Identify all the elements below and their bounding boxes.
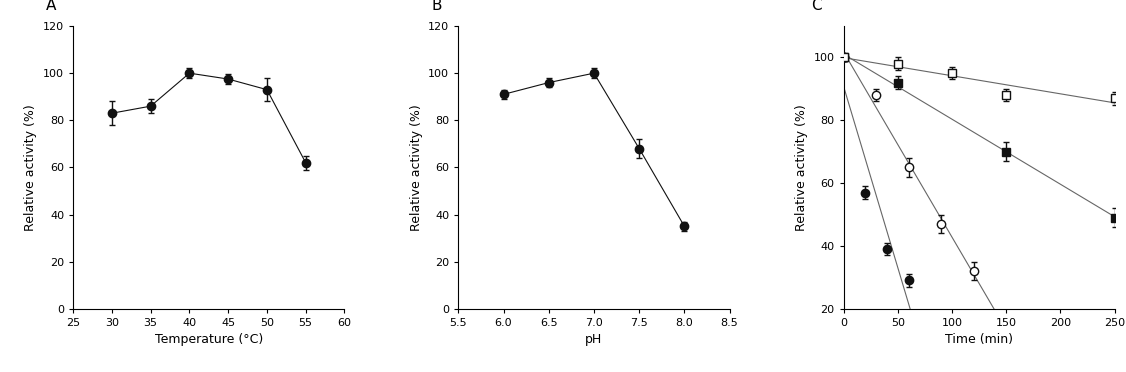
Y-axis label: Relative activity (%): Relative activity (%): [25, 104, 37, 231]
Text: B: B: [431, 0, 441, 13]
X-axis label: pH: pH: [586, 333, 602, 346]
Text: C: C: [811, 0, 822, 13]
Y-axis label: Relative activity (%): Relative activity (%): [410, 104, 422, 231]
X-axis label: Time (min): Time (min): [945, 333, 1013, 346]
Text: A: A: [46, 0, 56, 13]
X-axis label: Temperature (°C): Temperature (°C): [154, 333, 263, 346]
Y-axis label: Relative activity (%): Relative activity (%): [795, 104, 808, 231]
